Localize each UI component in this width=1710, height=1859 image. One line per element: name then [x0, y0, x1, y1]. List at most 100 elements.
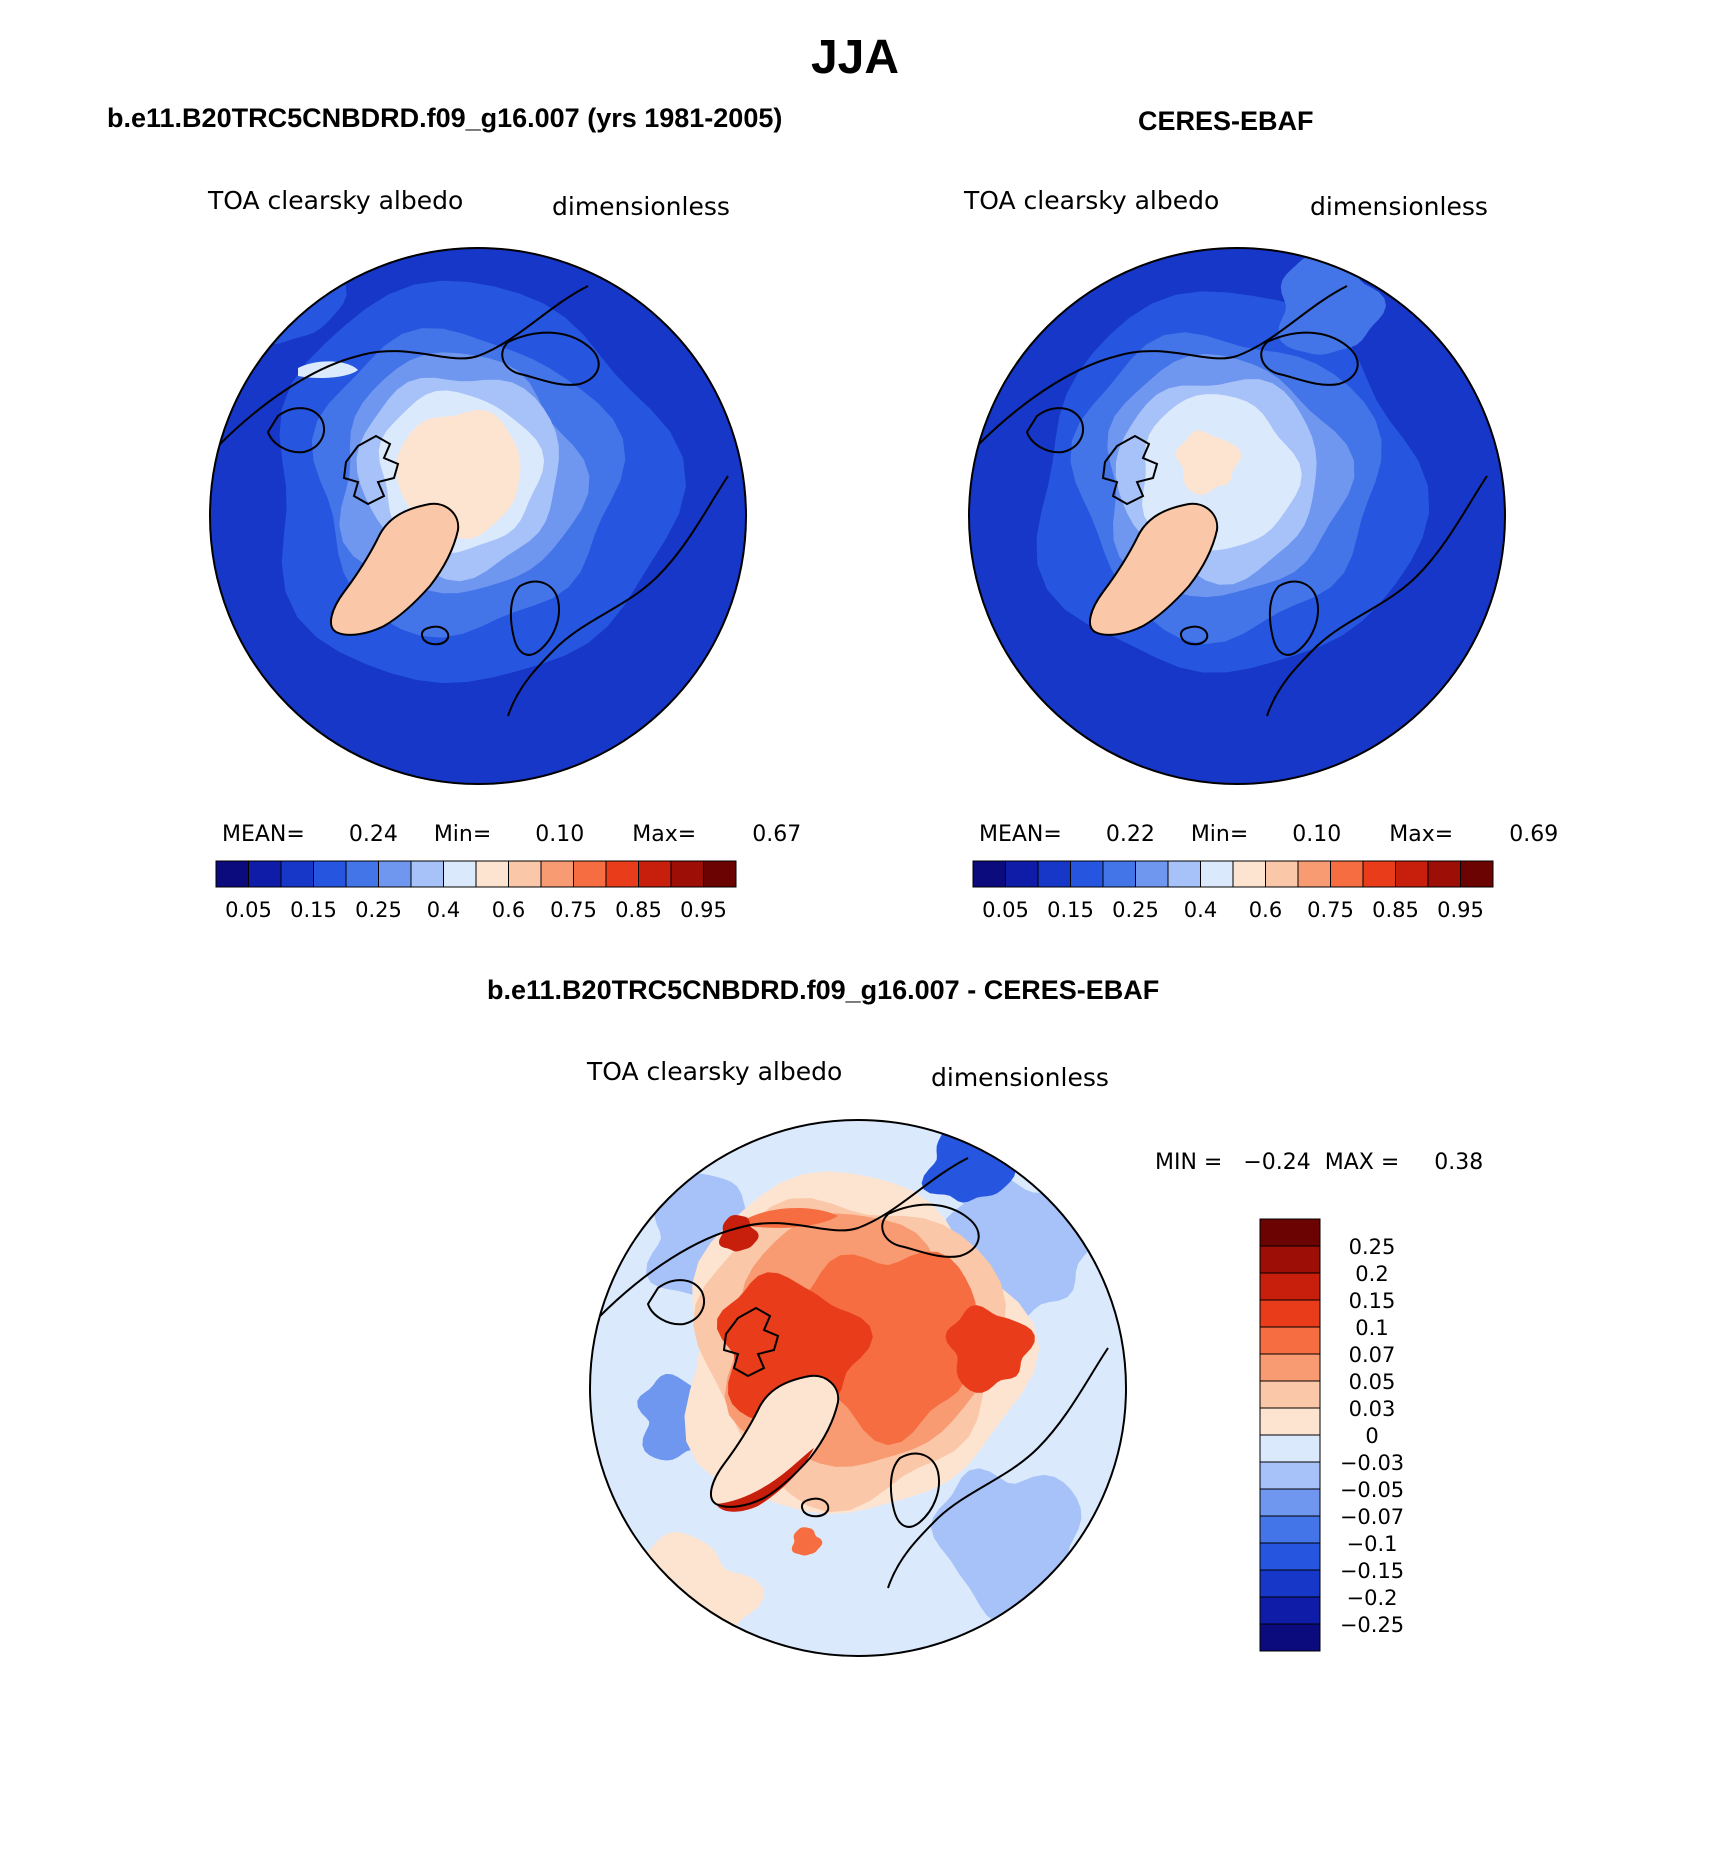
coastline [1268, 580, 1319, 656]
colorbar-model-tick-label: 0.85 [615, 898, 662, 922]
panel-title-diff: b.e11.B20TRC5CNBDRD.f09_g16.007 - CERES-… [487, 975, 1160, 1005]
map-contour-fill [330, 503, 459, 635]
polar-map-diff [589, 1119, 1127, 1657]
colorbar-obs-tick-label: 0.05 [982, 898, 1029, 922]
colorbar-model-swatch [703, 860, 737, 888]
colorbar-model-swatch [410, 860, 444, 888]
colorbar-diff-tick-label: 0.2 [1355, 1262, 1388, 1286]
coastline [266, 407, 325, 454]
coastline [509, 580, 560, 656]
units-label-obs: dimensionless [1310, 192, 1488, 221]
coastline [1101, 434, 1159, 506]
colorbar-model-swatch [215, 860, 249, 888]
colorbar-diff-swatch [1259, 1218, 1321, 1247]
colorbar-model-swatch [475, 860, 509, 888]
coastline [887, 1347, 1109, 1589]
colorbar-obs-tick-label: 0.85 [1372, 898, 1419, 922]
stats-model: MEAN= 0.24 Min= 0.10 Max= 0.67 [222, 822, 801, 847]
map-contour-fill [1175, 430, 1241, 495]
map-contour-fill [1089, 503, 1218, 635]
colorbar-diff-tick-label: −0.07 [1340, 1505, 1404, 1529]
max-label: Max= [1389, 822, 1454, 847]
diff-minmax: MIN = −0.24 MAX = 0.38 [1155, 1150, 1484, 1175]
colorbar-diff-swatch [1259, 1245, 1321, 1274]
colorbar-obs-swatch [1200, 860, 1234, 888]
map-boundary [209, 247, 747, 785]
colorbar-model-tick-label: 0.75 [550, 898, 597, 922]
colorbar-obs-swatch [1102, 860, 1136, 888]
map-contour-fill [716, 1448, 814, 1512]
colorbar-diff-swatch [1259, 1488, 1321, 1517]
coastline [1266, 475, 1488, 717]
colorbar-obs-tick-label: 0.4 [1184, 898, 1217, 922]
colorbar-obs-swatch [1297, 860, 1331, 888]
colorbar-diff-swatch [1259, 1569, 1321, 1598]
colorbar-model-tick-label: 0.15 [290, 898, 337, 922]
colorbar-obs-swatch [972, 860, 1006, 888]
mean-label: MEAN= [222, 822, 305, 847]
colorbar-model-swatch [345, 860, 379, 888]
colorbar-obs-swatch [1232, 860, 1266, 888]
units-label-diff: dimensionless [931, 1063, 1109, 1092]
coastline [800, 1497, 830, 1518]
coastline [646, 1279, 705, 1326]
colorbar-model-tick-label: 0.4 [427, 898, 460, 922]
colorbar-obs-swatch [1167, 860, 1201, 888]
mean-value: 0.24 [348, 822, 398, 847]
coastline [1025, 407, 1084, 454]
coastline [217, 285, 589, 447]
colorbar-model-swatch [638, 860, 672, 888]
colorbar-diff-tick-label: 0.25 [1349, 1235, 1396, 1259]
map-contour-fill [710, 1375, 839, 1507]
colorbar-model-tick-label: 0.95 [680, 898, 727, 922]
colorbar-model-swatch [443, 860, 477, 888]
colorbar-diff-tick-label: 0.1 [1355, 1316, 1388, 1340]
coastline [420, 625, 450, 646]
colorbar-diff-tick-label: −0.05 [1340, 1478, 1404, 1502]
panel-title-model: b.e11.B20TRC5CNBDRD.f09_g16.007 (yrs 198… [107, 103, 783, 133]
max-label: Max= [632, 822, 697, 847]
colorbar-diff-swatch [1259, 1542, 1321, 1571]
coastline [597, 1157, 969, 1319]
mean-label: MEAN= [979, 822, 1062, 847]
max-value: 0.69 [1509, 822, 1559, 847]
colorbar-obs-swatch [1265, 860, 1299, 888]
colorbar-model-swatch [313, 860, 347, 888]
coastline [976, 285, 1348, 447]
colorbar-diff-swatch [1259, 1461, 1321, 1490]
min-value: 0.10 [1292, 822, 1342, 847]
coastline [329, 502, 460, 636]
colorbar-model-swatch [280, 860, 314, 888]
min-label: Min= [433, 822, 492, 847]
colorbar-model-swatch [378, 860, 412, 888]
colorbar-obs: 0.05 0.15 0.25 0.4 0.6 0.75 0.85 0.95 [972, 860, 1494, 922]
map-contour-fill [718, 1215, 759, 1252]
colorbar-diff-swatch [1259, 1380, 1321, 1409]
map-contour-fill [791, 1527, 823, 1556]
colorbar-diff-tick-label: −0.15 [1340, 1559, 1404, 1583]
colorbar-obs-tick-label: 0.95 [1437, 898, 1484, 922]
colorbar-diff-tick-label: −0.2 [1347, 1586, 1398, 1610]
colorbar-obs-tick-label: 0.75 [1307, 898, 1354, 922]
units-label-model: dimensionless [552, 192, 730, 221]
main-title: JJA [810, 31, 900, 84]
colorbar-diff-tick-label: −0.1 [1347, 1532, 1398, 1556]
colorbar-diff-swatch [1259, 1407, 1321, 1436]
colorbar-model-swatch [670, 860, 704, 888]
colorbar-model-tick-label: 0.6 [492, 898, 525, 922]
coastline [889, 1452, 940, 1528]
colorbar-obs-swatch [1427, 860, 1461, 888]
colorbar-model: 0.05 0.15 0.25 0.4 0.6 0.75 0.85 0.95 [215, 860, 737, 922]
colorbar-diff-tick-label: −0.25 [1340, 1613, 1404, 1637]
map-boundary [589, 1119, 1127, 1657]
colorbar-obs-swatch [1135, 860, 1169, 888]
colorbar-diff-swatch [1259, 1434, 1321, 1463]
colorbar-obs-tick-label: 0.25 [1112, 898, 1159, 922]
colorbar-model-swatch [508, 860, 542, 888]
variable-label-diff: TOA clearsky albedo [587, 1057, 843, 1086]
map-contour-fill [945, 1305, 1035, 1393]
colorbar-obs-swatch [1362, 860, 1396, 888]
colorbar-obs-swatch [1330, 860, 1364, 888]
colorbar-obs-swatch [1037, 860, 1071, 888]
colorbar-obs-tick-label: 0.15 [1047, 898, 1094, 922]
